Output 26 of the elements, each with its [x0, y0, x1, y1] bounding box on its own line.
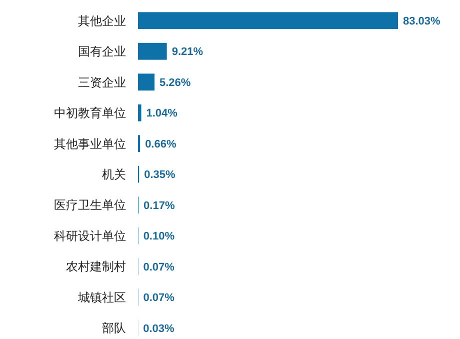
data-label: 9.21% [172, 46, 204, 58]
y-tick-label: 城镇社区 [77, 290, 126, 304]
y-tick-label: 三资企业 [78, 75, 126, 90]
y-tick-label: 部队 [102, 321, 126, 336]
y-tick-label: 科研设计单位 [54, 228, 126, 243]
bar [138, 42, 167, 60]
y-tick-label: 其他企业 [78, 14, 126, 28]
data-label: 83.03% [403, 15, 441, 28]
y-tick-label: 农村建制村 [66, 260, 126, 274]
data-label: 0.03% [143, 322, 175, 335]
bar [138, 74, 154, 91]
y-tick-label: 医疗卫生单位 [54, 198, 126, 212]
data-label: 0.07% [143, 261, 175, 274]
y-tick-label: 国有企业 [78, 44, 126, 59]
y-tick-label: 中初教育单位 [54, 106, 126, 120]
bar [138, 104, 142, 122]
data-label: 1.04% [146, 108, 178, 120]
y-tick-label: 机关 [102, 168, 126, 182]
data-label: 0.35% [144, 169, 176, 182]
bar [138, 12, 398, 30]
y-tick-label: 其他事业单位 [54, 136, 126, 151]
data-label: 0.66% [145, 138, 176, 150]
data-label: 5.26% [159, 76, 191, 89]
data-label: 0.17% [144, 200, 175, 212]
data-label: 0.10% [143, 230, 175, 243]
data-label: 0.07% [143, 292, 175, 304]
